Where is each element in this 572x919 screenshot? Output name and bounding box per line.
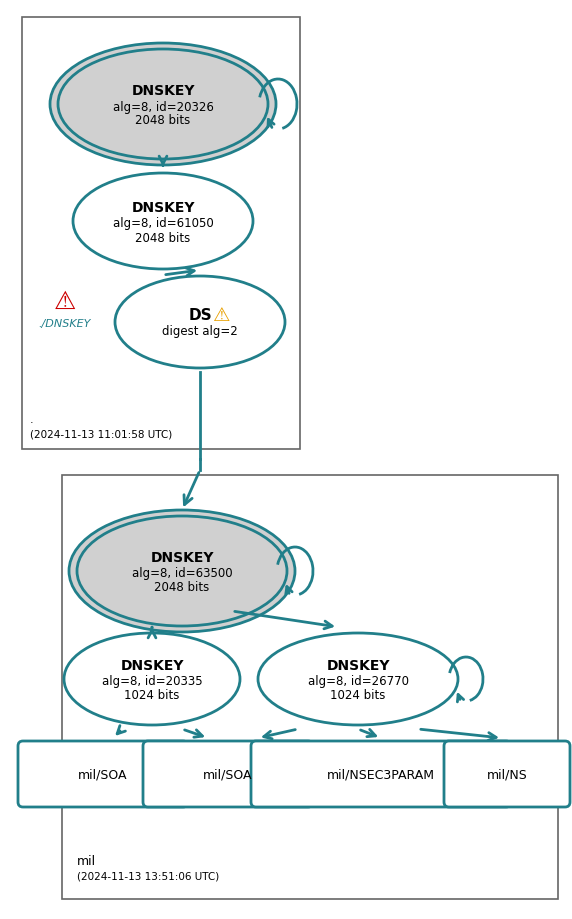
Text: alg=8, id=20335: alg=8, id=20335: [102, 675, 202, 687]
Text: alg=8, id=61050: alg=8, id=61050: [113, 217, 213, 231]
Text: .: .: [30, 414, 34, 425]
Text: (2024-11-13 13:51:06 UTC): (2024-11-13 13:51:06 UTC): [77, 871, 219, 881]
FancyBboxPatch shape: [251, 742, 511, 807]
FancyBboxPatch shape: [143, 742, 313, 807]
Ellipse shape: [58, 50, 268, 160]
Text: (2024-11-13 11:01:58 UTC): (2024-11-13 11:01:58 UTC): [30, 429, 172, 439]
Text: ⚠: ⚠: [54, 289, 76, 313]
Text: mil/SOA: mil/SOA: [78, 767, 128, 780]
Text: mil: mil: [77, 854, 96, 867]
Ellipse shape: [115, 277, 285, 369]
Text: 1024 bits: 1024 bits: [124, 688, 180, 702]
Bar: [62, 475, 558, 899]
Text: DNSKEY: DNSKEY: [326, 658, 390, 673]
Text: DS: DS: [188, 308, 212, 323]
Ellipse shape: [50, 44, 276, 165]
Text: alg=8, id=63500: alg=8, id=63500: [132, 567, 232, 580]
Text: ⚠: ⚠: [213, 306, 231, 325]
Ellipse shape: [73, 174, 253, 269]
Text: 2048 bits: 2048 bits: [154, 581, 209, 594]
Text: mil/NSEC3PARAM: mil/NSEC3PARAM: [327, 767, 435, 780]
Bar: [22, 18, 300, 449]
Text: 2048 bits: 2048 bits: [136, 114, 190, 128]
Text: DNSKEY: DNSKEY: [120, 658, 184, 673]
Text: DNSKEY: DNSKEY: [131, 84, 194, 98]
Text: alg=8, id=20326: alg=8, id=20326: [113, 100, 213, 113]
Text: ./DNSKEY: ./DNSKEY: [39, 319, 91, 329]
Text: digest alg=2: digest alg=2: [162, 325, 238, 338]
Text: 1024 bits: 1024 bits: [330, 688, 386, 702]
Text: DNSKEY: DNSKEY: [131, 200, 194, 215]
Text: mil/NS: mil/NS: [487, 767, 527, 780]
Text: alg=8, id=26770: alg=8, id=26770: [308, 675, 408, 687]
Ellipse shape: [64, 633, 240, 725]
Text: 2048 bits: 2048 bits: [136, 232, 190, 244]
Ellipse shape: [69, 510, 295, 632]
Text: DNSKEY: DNSKEY: [150, 550, 214, 564]
Ellipse shape: [77, 516, 287, 627]
Text: mil/SOA: mil/SOA: [203, 767, 253, 780]
FancyBboxPatch shape: [444, 742, 570, 807]
FancyBboxPatch shape: [18, 742, 188, 807]
Ellipse shape: [258, 633, 458, 725]
